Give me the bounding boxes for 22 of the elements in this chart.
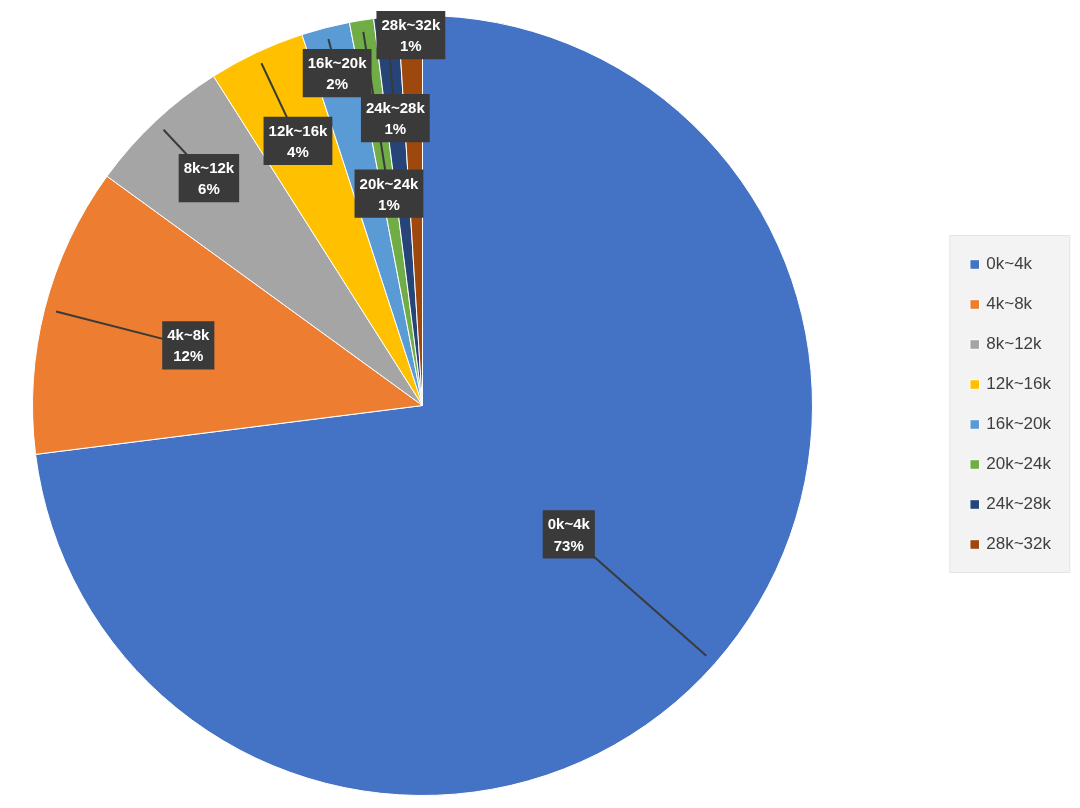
data-label: 6% — [198, 180, 220, 198]
slice-label: 28k~32k — [381, 16, 441, 34]
slice-label: 12k~16k — [268, 121, 329, 139]
data-label: 1% — [378, 195, 400, 213]
slice-label: 16k~20k — [307, 53, 368, 71]
legend-label: 28k~32k — [986, 534, 1051, 554]
legend-label: 24k~28k — [986, 494, 1051, 514]
slice-label: 4k~8k — [167, 326, 211, 344]
legend-label: 0k~4k — [986, 254, 1033, 274]
data-label: 4% — [287, 142, 309, 160]
data-label: 2% — [326, 75, 348, 93]
data-label: 1% — [400, 37, 422, 55]
legend-label: 4k~8k — [986, 294, 1033, 314]
slice-label: 0k~4k — [547, 515, 591, 533]
legend-label: 16k~20k — [986, 414, 1051, 434]
data-label: 12% — [173, 347, 204, 365]
data-label: 1% — [384, 120, 407, 138]
data-label: 73% — [553, 536, 584, 554]
legend-label: 8k~12k — [986, 334, 1042, 354]
legend-label: 12k~16k — [986, 374, 1051, 394]
slice-label: 8k~12k — [183, 158, 235, 176]
legend-label: 20k~24k — [986, 454, 1051, 474]
